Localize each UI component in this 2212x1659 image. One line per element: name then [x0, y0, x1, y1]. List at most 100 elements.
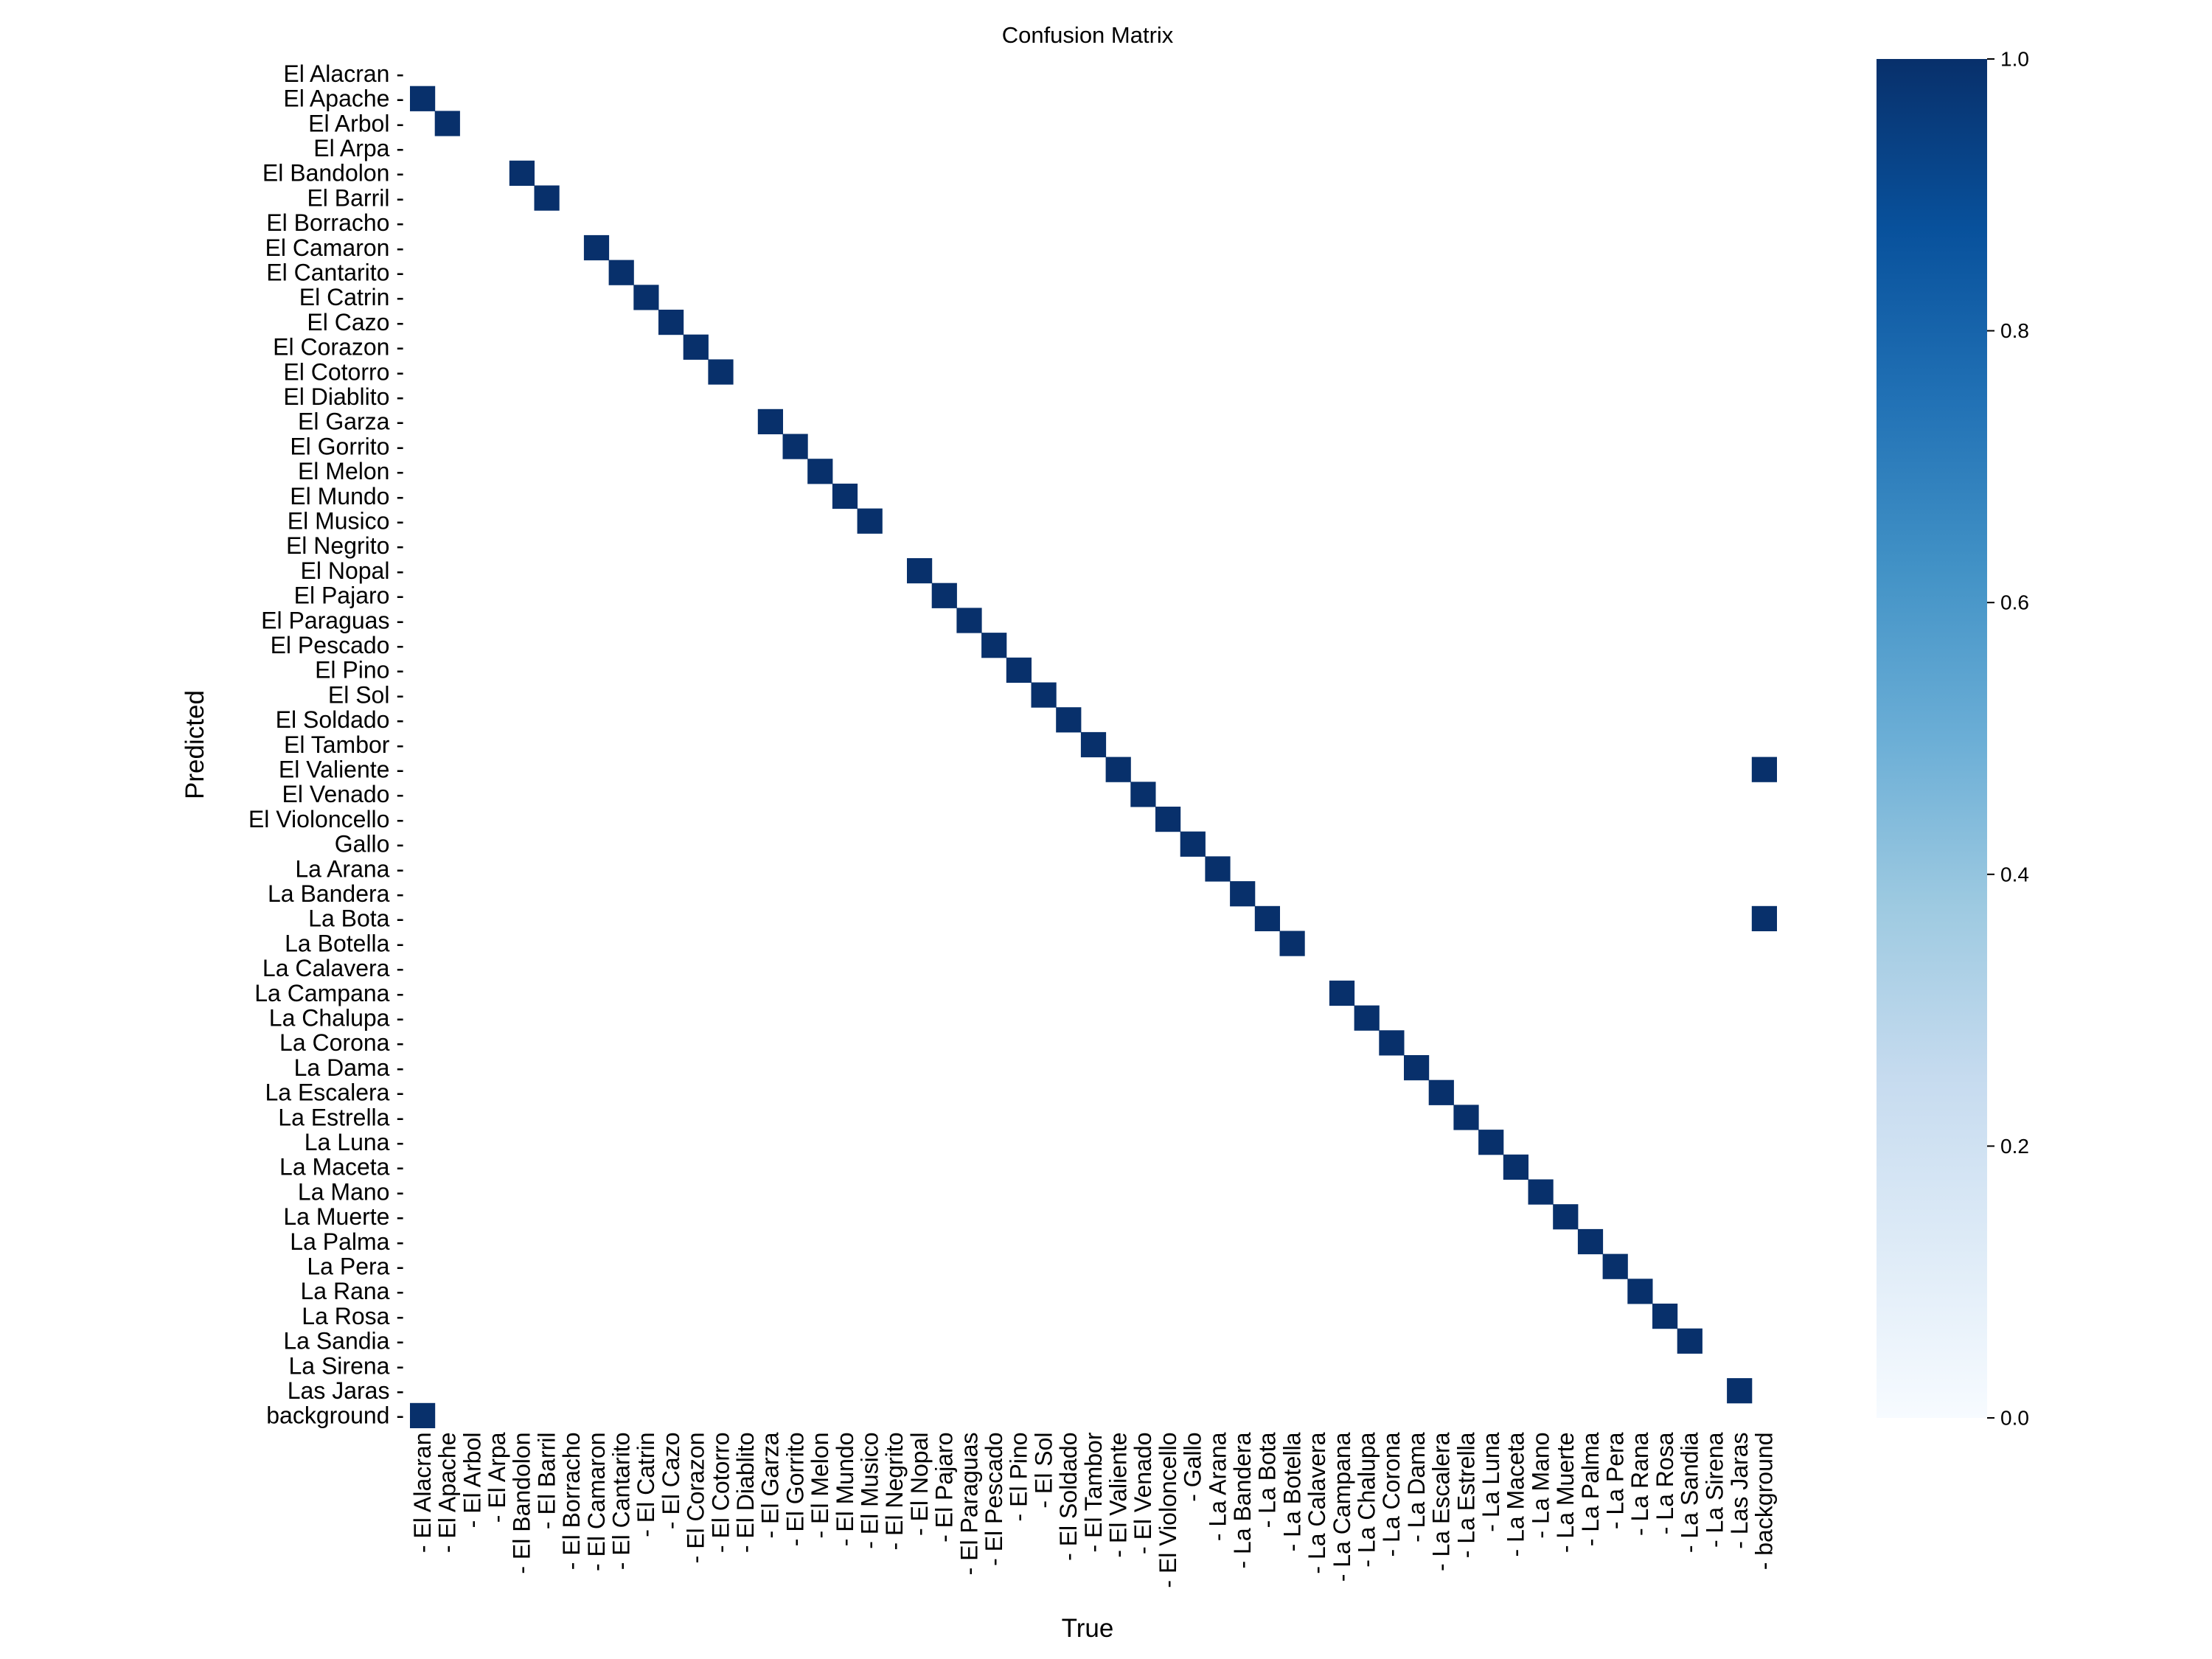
x-tick-label-el-sol: - El Sol: [1030, 1433, 1057, 1509]
heatmap-cell-la-palma-vs-la-palma: [1577, 1228, 1604, 1255]
x-tick-label-el-musico: - El Musico: [856, 1433, 883, 1549]
heatmap-cell-la-luna-vs-la-luna: [1478, 1130, 1504, 1155]
heatmap-cell-la-bota-vs-background: [1751, 905, 1777, 931]
heatmap-cell-el-venado-vs-el-venado: [1130, 782, 1156, 807]
x-tick-label-el-bandolon: - El Bandolon: [509, 1433, 535, 1574]
y-tick-label-el-camaron: El Camaron -: [265, 234, 405, 261]
x-tick-label-la-escalera: - La Escalera: [1428, 1432, 1455, 1571]
colorbar-tick-label: 0.6: [2000, 591, 2029, 614]
x-tick-label-el-mundo: - El Mundo: [832, 1433, 858, 1547]
x-tick-label-el-tambor: - El Tambor: [1080, 1432, 1107, 1552]
x-tick-label-la-campana: - La Campana: [1329, 1432, 1355, 1582]
heatmap-cell-el-cotorro-vs-el-cotorro: [708, 359, 734, 385]
heatmap-cell-el-garza-vs-el-garza: [757, 408, 783, 434]
x-tick-label-la-chalupa: - La Chalupa: [1353, 1432, 1380, 1567]
x-tick-label-background: - background: [1751, 1433, 1778, 1571]
heatmap-cell-la-rana-vs-la-rana: [1627, 1279, 1653, 1304]
y-tick-label-el-venado: El Venado -: [282, 781, 404, 807]
y-tick-label-gallo: Gallo -: [335, 831, 404, 858]
y-tick-label-la-bandera: La Bandera -: [268, 880, 404, 907]
y-tick-label-la-rosa: La Rosa -: [302, 1303, 404, 1329]
x-tick-label-el-cazo: - El Cazo: [658, 1433, 684, 1530]
x-tick-labels: - El Alacran- El Apache- El Arbol- El Ar…: [409, 1432, 1778, 1587]
heatmap-cell-el-soldado-vs-el-soldado: [1056, 707, 1082, 733]
x-tick-label-el-cotorro: - El Cotorro: [707, 1433, 734, 1554]
y-tick-label-el-melon: El Melon -: [298, 458, 404, 484]
y-tick-label-la-botella: La Botella -: [285, 930, 404, 956]
heatmap-cell-el-valiente-vs-background: [1751, 757, 1777, 782]
y-tick-label-la-campana: La Campana -: [254, 980, 404, 1006]
heatmap-cell-el-bandolon-vs-el-bandolon: [509, 160, 535, 186]
heatmap-cell-el-sol-vs-el-sol: [1031, 682, 1057, 708]
x-tick-label-el-soldado: - El Soldado: [1055, 1433, 1082, 1561]
y-tick-label-background: background -: [266, 1402, 404, 1429]
x-tick-label-gallo: - Gallo: [1180, 1433, 1206, 1502]
x-tick-label-el-diablito: - El Diablito: [732, 1433, 759, 1554]
x-tick-label-el-borracho: - El Borracho: [558, 1433, 585, 1571]
x-tick-label-la-dama: - La Dama: [1403, 1432, 1430, 1543]
y-tick-label-el-catrin: El Catrin -: [299, 284, 404, 310]
y-tick-label-el-apache: El Apache -: [283, 86, 404, 112]
heatmap-cells: [410, 86, 1777, 1428]
y-tick-label-el-borracho: El Borracho -: [266, 209, 404, 236]
x-tick-label-la-muerte: - La Muerte: [1552, 1433, 1579, 1554]
x-tick-label-el-negrito: - El Negrito: [881, 1433, 908, 1551]
y-tick-label-el-corazon: El Corazon -: [273, 334, 404, 361]
y-tick-label-la-sirena: La Sirena -: [288, 1352, 404, 1379]
x-tick-label-la-botella: - La Botella: [1279, 1432, 1305, 1551]
y-tick-label-el-tambor: El Tambor -: [284, 731, 404, 758]
y-tick-label-la-palma: La Palma -: [290, 1228, 404, 1255]
x-tick-label-la-corona: - La Corona: [1378, 1432, 1405, 1557]
heatmap-cell-la-pera-vs-la-pera: [1602, 1253, 1628, 1279]
x-tick-label-la-palma: - La Palma: [1577, 1432, 1604, 1546]
colorbar-tick-label: 0.0: [2000, 1407, 2029, 1430]
heatmap-cell-el-musico-vs-el-musico: [857, 508, 883, 534]
y-tick-label-la-corona: La Corona -: [279, 1029, 404, 1056]
heatmap-cell-la-bota-vs-la-bota: [1254, 905, 1280, 931]
y-tick-label-el-cotorro: El Cotorro -: [283, 358, 404, 385]
y-axis-label: Predicted: [181, 690, 209, 799]
heatmap-cell-la-estrella-vs-la-estrella: [1453, 1105, 1479, 1130]
y-tick-label-la-muerte: La Muerte -: [283, 1203, 404, 1230]
y-tick-label-el-arpa: El Arpa -: [313, 135, 404, 161]
y-tick-label-la-estrella: La Estrella -: [278, 1104, 404, 1130]
x-tick-label-la-rosa: - La Rosa: [1652, 1432, 1678, 1534]
y-tick-label-el-diablito: El Diablito -: [283, 383, 404, 410]
x-tick-label-el-violoncello: - El Violoncello: [1155, 1433, 1181, 1588]
y-tick-label-la-maceta: La Maceta -: [279, 1154, 404, 1180]
x-tick-label-la-mano: - La Mano: [1527, 1433, 1554, 1539]
y-tick-label-la-rana: La Rana -: [300, 1278, 404, 1304]
x-tick-label-las-jaras: - Las Jaras: [1726, 1433, 1753, 1549]
y-tick-label-el-pescado: El Pescado -: [271, 632, 404, 658]
heatmap-cell-el-pajaro-vs-el-pajaro: [931, 582, 957, 608]
y-tick-label-el-mundo: El Mundo -: [290, 483, 404, 509]
heatmap-cell-la-corona-vs-la-corona: [1379, 1030, 1405, 1056]
x-tick-label-el-cantarito: - El Cantarito: [608, 1433, 634, 1571]
y-tick-label-la-arana: La Arana -: [295, 855, 404, 882]
x-tick-label-el-paraguas: - El Paraguas: [956, 1433, 982, 1576]
heatmap-cell-background-vs-el-alacran: [410, 1402, 436, 1428]
x-tick-label-la-calavera: - La Calavera: [1304, 1432, 1330, 1573]
y-tick-label-el-soldado: El Soldado -: [276, 706, 404, 733]
x-tick-label-el-pescado: - El Pescado: [981, 1433, 1007, 1566]
heatmap-cell-la-mano-vs-la-mano: [1528, 1179, 1554, 1205]
x-tick-label-la-bota: - La Bota: [1254, 1432, 1281, 1528]
y-tick-label-el-alacran: El Alacran -: [283, 60, 404, 87]
colorbar-tick-label: 0.4: [2000, 863, 2029, 886]
x-tick-label-el-alacran: - El Alacran: [409, 1433, 436, 1554]
y-tick-labels: El Alacran -El Apache -El Arbol -El Arpa…: [248, 60, 404, 1429]
x-tick-label-el-pajaro: - El Pajaro: [931, 1433, 958, 1543]
x-tick-label-el-arpa: - El Arpa: [484, 1432, 510, 1523]
x-axis-label: True: [1062, 1614, 1114, 1643]
heatmap-cell-la-maceta-vs-la-maceta: [1503, 1154, 1528, 1180]
x-tick-label-el-camaron: - El Camaron: [583, 1433, 610, 1572]
heatmap-cell-la-sandia-vs-la-sandia: [1677, 1328, 1703, 1354]
heatmap-cell-el-cantarito-vs-el-cantarito: [608, 260, 634, 285]
y-tick-label-el-nopal: El Nopal -: [301, 557, 405, 584]
heatmap-cell-la-dama-vs-la-dama: [1404, 1055, 1430, 1081]
heatmap-cell-gallo-vs-gallo: [1180, 831, 1206, 857]
heatmap-cell-el-melon-vs-el-melon: [807, 459, 833, 484]
heatmap-cell-la-escalera-vs-la-escalera: [1428, 1079, 1454, 1105]
y-tick-label-la-calavera: La Calavera -: [262, 955, 404, 981]
